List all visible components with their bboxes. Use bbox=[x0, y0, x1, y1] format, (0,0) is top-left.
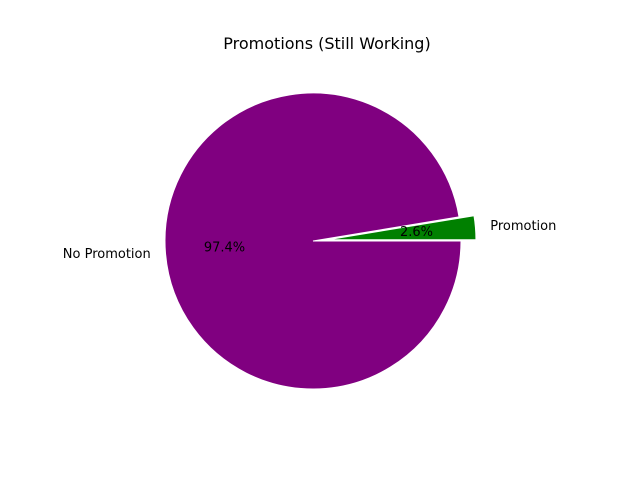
pie-slices bbox=[164, 92, 477, 390]
slice-label-no-promotion: No Promotion bbox=[63, 247, 151, 262]
pie-slice-no-promotion bbox=[164, 92, 462, 390]
chart-title: Promotions (Still Working) bbox=[223, 34, 430, 53]
pct-label-promotion: 2.6% bbox=[400, 225, 433, 240]
pie-slice-promotion bbox=[327, 215, 477, 241]
pct-label-no-promotion: 97.4% bbox=[204, 241, 245, 256]
slice-label-promotion: Promotion bbox=[490, 219, 556, 234]
pie-labels: Promotion 2.6% No Promotion 97.4% bbox=[63, 219, 557, 262]
